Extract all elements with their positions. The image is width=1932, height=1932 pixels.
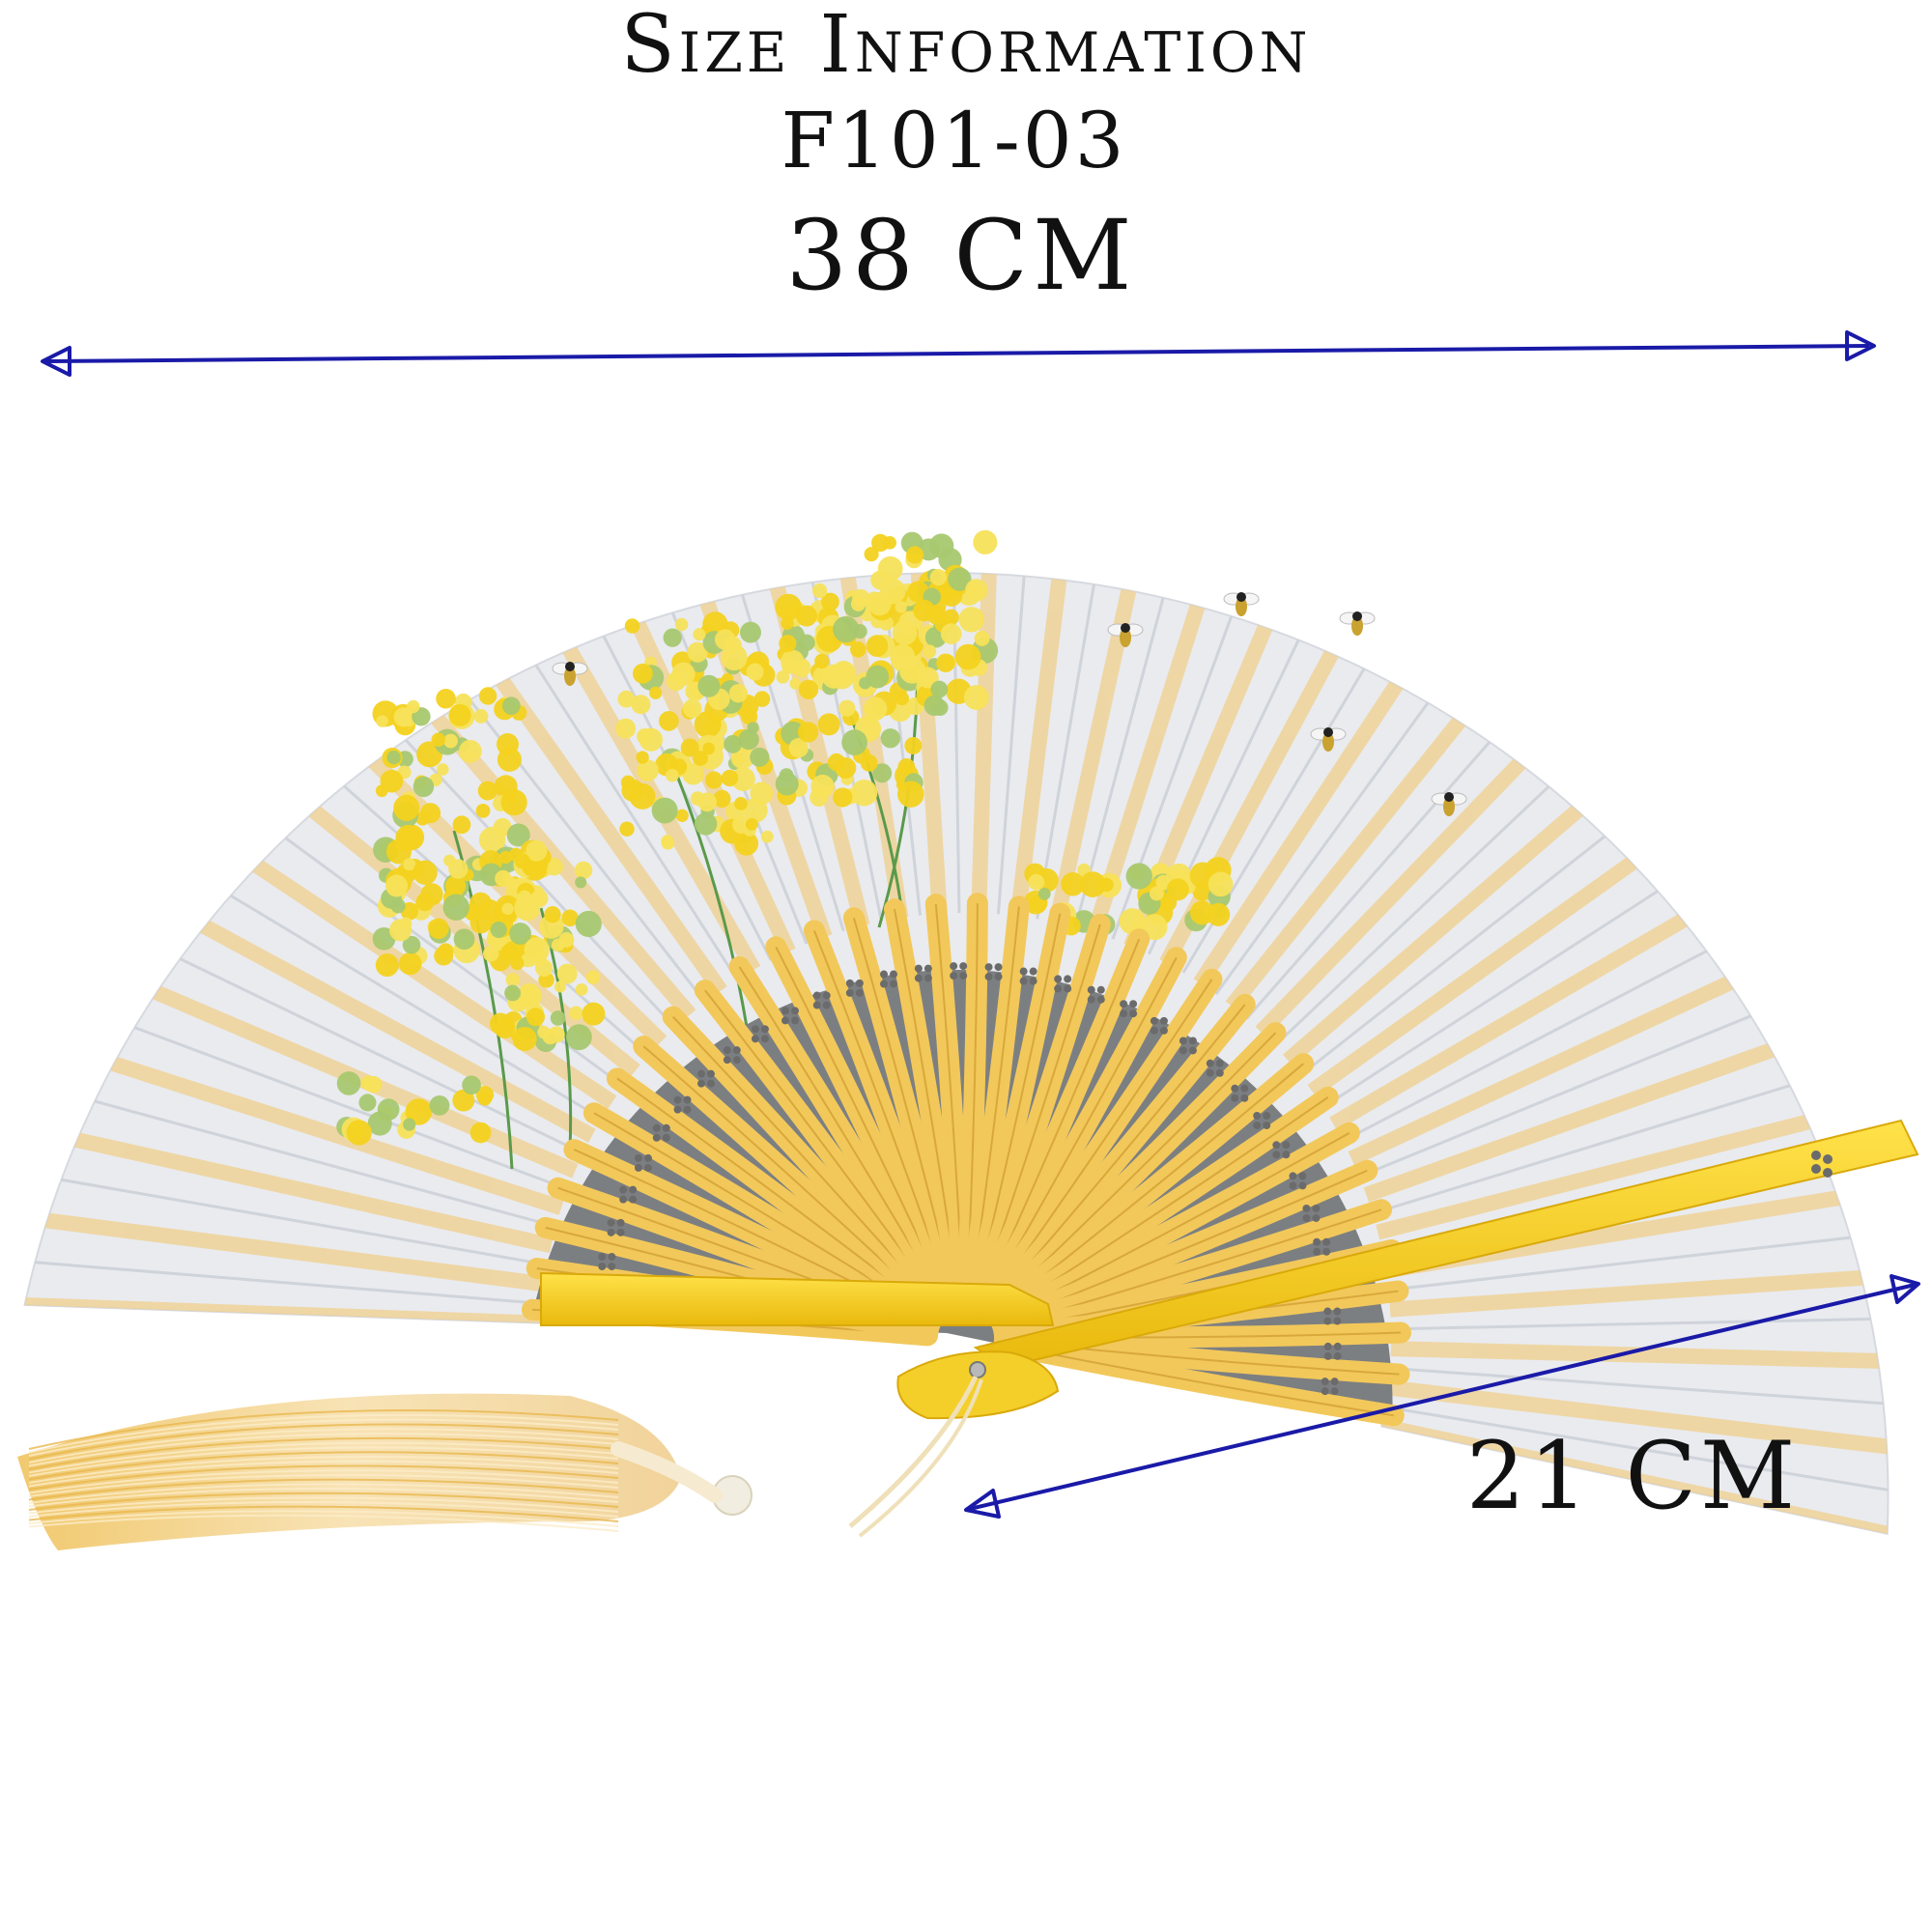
width-measurement: 38 CM	[785, 199, 1137, 312]
width-arrow	[41, 330, 1876, 377]
page-title: Size Information	[620, 0, 1312, 91]
depth-measurement: 21 CM	[1465, 1422, 1800, 1530]
model-number: F101-03	[781, 96, 1127, 185]
flower-painting	[336, 529, 1234, 1170]
depth-arrow	[964, 1274, 1920, 1519]
bee-motifs	[552, 592, 1467, 816]
tassel	[17, 1375, 983, 1550]
